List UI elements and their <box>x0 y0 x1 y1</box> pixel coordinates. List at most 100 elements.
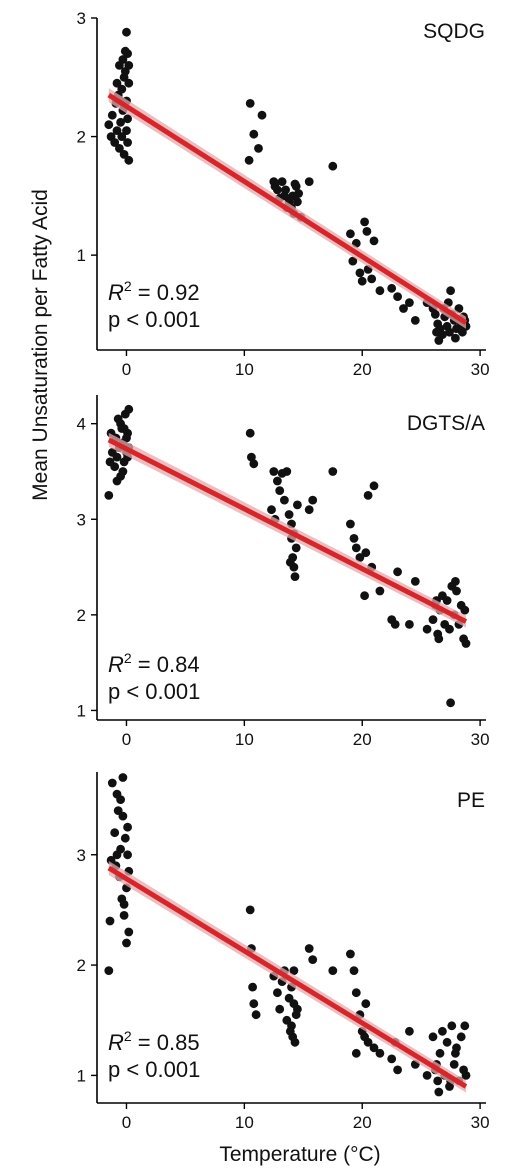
data-point <box>267 505 276 515</box>
data-point <box>367 274 377 284</box>
data-point <box>410 316 420 325</box>
data-point <box>434 336 444 345</box>
data-point <box>434 1087 444 1097</box>
y-tick-label: 4 <box>77 415 86 434</box>
data-point <box>304 177 314 187</box>
data-point <box>369 1043 379 1053</box>
data-point <box>273 476 282 486</box>
data-point <box>116 117 125 127</box>
y-tick-label: 2 <box>77 128 86 147</box>
data-point <box>282 467 292 476</box>
data-point <box>454 304 464 313</box>
data-point <box>308 955 318 964</box>
x-tick-label: 10 <box>235 360 254 379</box>
data-point <box>351 543 361 553</box>
data-point <box>445 624 454 634</box>
data-point <box>122 126 131 135</box>
panel-dgts-a: 1 2 3 4 0 10 20 30 DGTS/A R2 = 0.84p < 0.001 <box>77 395 490 749</box>
data-point <box>112 850 122 860</box>
data-point <box>434 634 444 644</box>
data-point <box>124 61 134 70</box>
data-point <box>361 999 371 1009</box>
data-point <box>112 126 122 135</box>
data-point <box>247 452 256 462</box>
data-point <box>119 900 129 909</box>
data-point <box>308 495 318 505</box>
data-point <box>119 424 129 433</box>
x-tick-label: 0 <box>122 1113 131 1132</box>
data-point <box>115 61 124 70</box>
data-point <box>112 452 122 462</box>
data-point <box>369 481 379 491</box>
data-point <box>405 620 414 629</box>
data-point <box>430 310 440 319</box>
data-point <box>124 155 134 165</box>
data-point <box>445 327 454 337</box>
x-tick-label: 10 <box>235 730 254 749</box>
data-point <box>280 191 289 201</box>
data-point <box>361 548 371 558</box>
data-point <box>447 1021 457 1031</box>
regression-line <box>107 865 468 1089</box>
y-tick-label: 2 <box>77 606 86 625</box>
data-point <box>254 144 263 153</box>
data-point <box>363 491 373 500</box>
data-point <box>360 591 369 601</box>
y-tick-label: 1 <box>77 701 86 720</box>
data-point <box>399 304 408 313</box>
data-point <box>248 982 257 992</box>
data-point <box>245 99 255 108</box>
data-point <box>105 916 115 926</box>
data-point <box>104 491 114 500</box>
data-point <box>110 828 120 838</box>
data-point <box>122 27 131 37</box>
r-squared-label: R2 = 0.85 <box>108 1028 200 1055</box>
data-point <box>112 78 122 88</box>
data-point <box>422 1071 432 1080</box>
data-point <box>257 110 267 120</box>
data-point <box>119 72 129 82</box>
p-value-label: p < 0.001 <box>108 1057 200 1082</box>
data-point <box>355 268 365 278</box>
data-point <box>360 217 369 227</box>
data-point <box>304 505 314 515</box>
panel-title: SQDG <box>423 20 485 43</box>
data-point <box>349 966 359 975</box>
data-point <box>449 1060 459 1069</box>
data-point <box>387 1054 397 1064</box>
data-point <box>249 999 259 1009</box>
data-point <box>275 486 285 495</box>
data-point <box>118 467 128 476</box>
x-tick-label: 30 <box>471 360 490 379</box>
data-point <box>393 1065 402 1075</box>
data-point <box>446 286 455 296</box>
data-point <box>328 161 338 171</box>
data-point <box>351 1048 361 1058</box>
data-point <box>110 138 120 147</box>
data-point <box>433 1076 443 1086</box>
data-point <box>362 227 372 236</box>
data-point <box>119 150 129 159</box>
data-point <box>375 286 385 296</box>
data-point <box>269 467 279 476</box>
data-point <box>351 988 361 998</box>
data-point <box>112 476 122 486</box>
data-point <box>116 795 125 804</box>
data-point <box>251 1010 261 1020</box>
data-point <box>390 620 400 629</box>
data-point <box>249 459 259 469</box>
data-point <box>277 177 287 187</box>
p-value-label: p < 0.001 <box>108 307 200 332</box>
data-point <box>280 495 289 505</box>
data-point <box>293 500 302 510</box>
data-point <box>124 78 134 88</box>
x-tick-label: 10 <box>235 1113 254 1132</box>
data-point <box>288 191 298 201</box>
regression-line <box>107 92 468 325</box>
data-point <box>355 553 365 562</box>
data-point <box>275 1004 285 1014</box>
y-tick-label: 3 <box>77 846 86 865</box>
x-tick-label: 20 <box>353 360 372 379</box>
data-point <box>290 1037 300 1047</box>
data-point <box>291 543 301 553</box>
